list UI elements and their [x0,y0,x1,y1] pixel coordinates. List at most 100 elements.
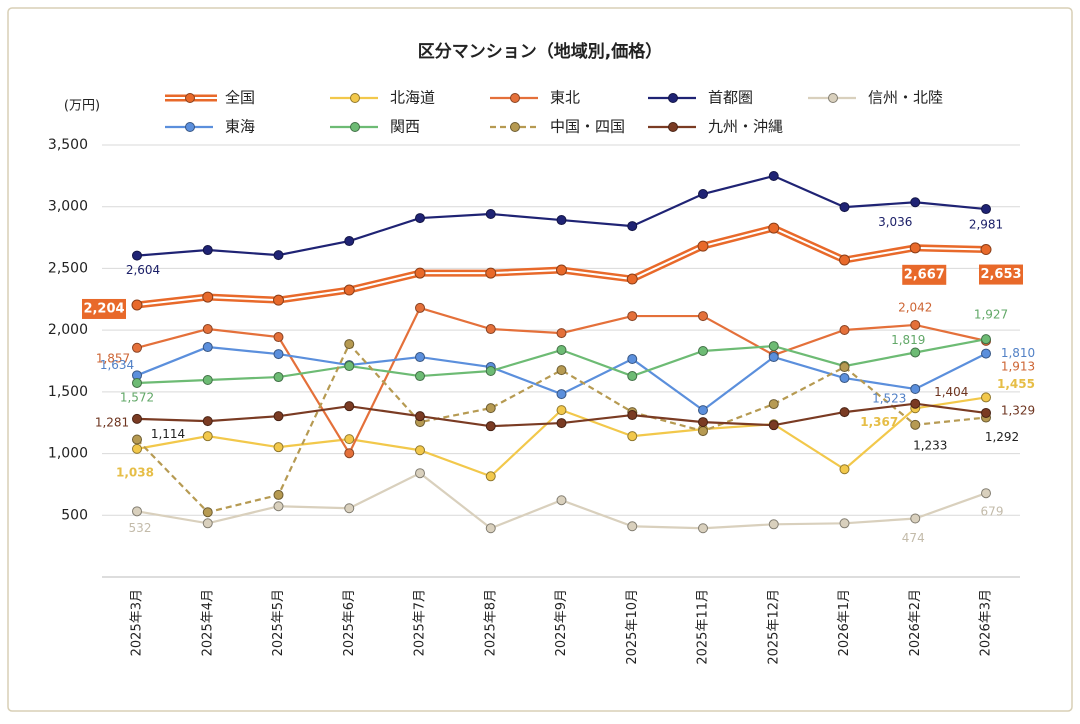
point [202,291,214,303]
legend-marker [668,122,678,132]
data-label: 2,604 [126,263,160,277]
point [627,371,638,382]
data-label: 1,455 [997,377,1035,391]
point [202,375,213,386]
data-label: 1,114 [151,427,185,441]
point [981,407,991,418]
legend-marker [350,122,360,132]
point [344,236,355,247]
data-label: 1,404 [934,385,968,399]
point [910,513,921,524]
point [626,273,638,285]
point [485,365,496,376]
label-box [979,264,1023,285]
y-tick-label: 1,500 [48,384,88,400]
point [839,518,850,529]
data-label: 1,810 [1001,346,1035,360]
legend-label: 北海道 [390,89,435,107]
data-label: 2,653 [980,267,1021,282]
point [839,362,850,373]
legend-label: 信州・北陸 [868,89,943,107]
point [132,250,142,261]
x-tick-label: 2025年6月 [342,589,357,656]
point [415,468,425,479]
data-label: 532 [129,521,152,535]
legend-label: 首都圏 [708,89,753,107]
label-box [902,264,947,285]
data-label: 474 [902,531,925,545]
y-tick-label: 500 [61,507,88,523]
point [131,299,143,311]
point [202,431,213,442]
data-label: 1,913 [1001,359,1035,373]
y-tick-label: 1,000 [48,446,88,462]
point [839,407,850,418]
legend-item: 東北 [490,89,580,107]
x-tick-label: 2026年2月 [908,589,923,656]
point [839,373,850,384]
x-tick-label: 2025年7月 [413,589,428,656]
point [344,361,355,372]
point [344,503,355,514]
data-label: 1,857 [96,351,130,365]
point [981,204,991,215]
data-label: 1,523 [872,392,906,406]
point [202,507,213,518]
data-label: 2,667 [904,267,945,282]
point [485,208,496,219]
point [202,518,213,529]
point [485,523,496,534]
legend-label: 関西 [390,118,420,136]
legend-label: 九州・沖縄 [708,118,783,136]
data-label: 1,281 [95,415,129,429]
point [485,324,496,335]
legend-marker [185,93,195,103]
point [981,488,991,499]
label-box [82,298,126,319]
point [909,242,921,254]
point [910,398,921,409]
point [344,434,355,445]
y-tick-label: 3,500 [48,137,88,153]
point [698,417,708,428]
legend-marker [668,93,678,103]
point [768,519,779,530]
point [556,264,567,276]
legend-label: 全国 [225,89,255,107]
point [273,372,284,383]
legend-label: 東北 [550,89,580,107]
data-label: 3,036 [878,215,912,229]
point [981,348,991,359]
point [344,401,355,412]
point [627,431,638,442]
point [556,389,567,400]
y-tick-label: 3,000 [48,199,88,215]
point [556,215,567,226]
data-label: 679 [981,505,1004,519]
point [768,222,780,234]
point [556,418,567,429]
point [627,354,638,365]
point [980,244,992,256]
point [910,384,921,395]
point [202,342,213,353]
data-label: 1,233 [913,438,947,452]
point [273,349,284,360]
point [273,501,284,512]
point [910,319,921,330]
point [132,377,142,388]
frame [7,7,1073,712]
data-label: 1,038 [116,465,154,479]
legend-item: 関西 [330,118,420,136]
legend-item: 全国 [165,89,255,107]
point [768,352,779,363]
data-label: 1,367 [860,415,898,429]
point [627,221,638,232]
point [627,410,638,421]
point [698,311,708,322]
point [627,521,638,532]
point [202,324,213,335]
point [698,189,708,200]
